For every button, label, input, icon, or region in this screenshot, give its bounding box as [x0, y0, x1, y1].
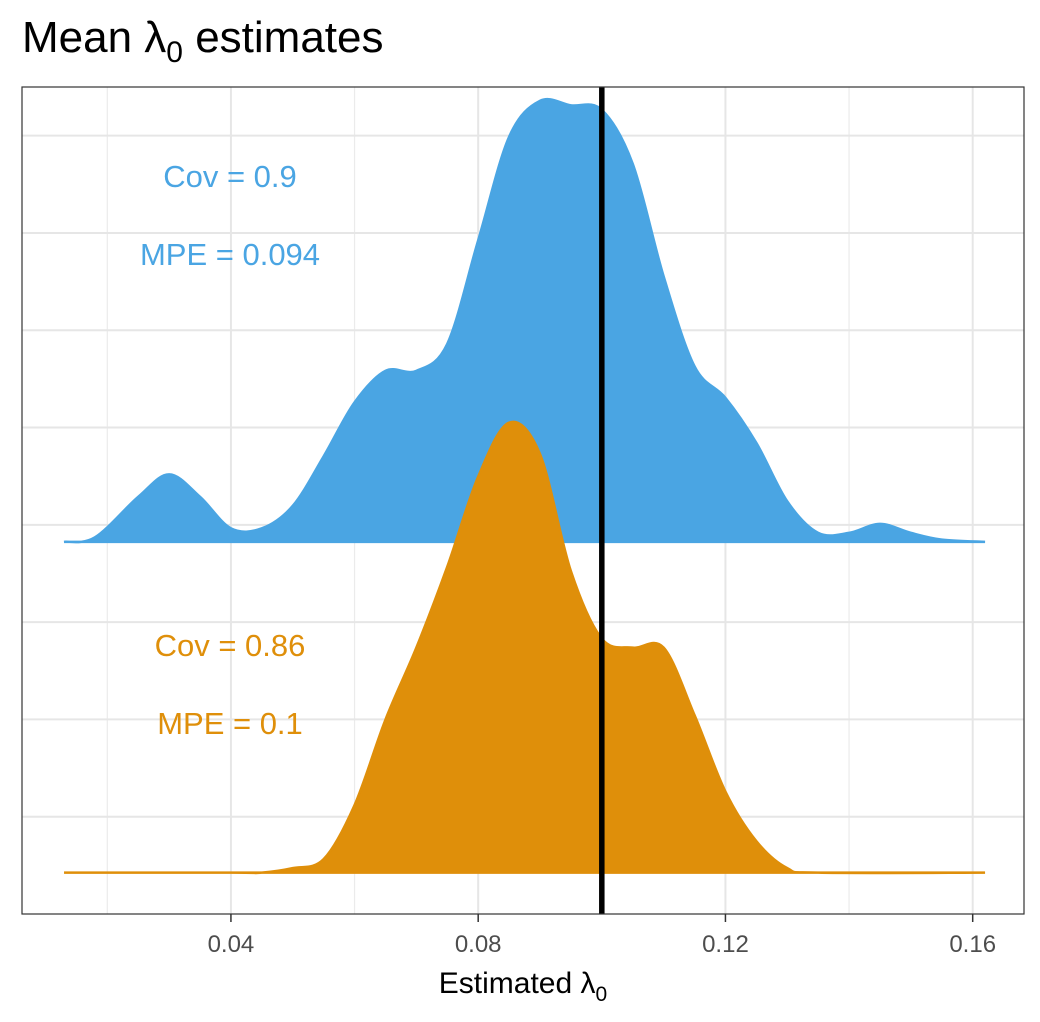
annotation-series-1-cov: Cov = 0.9 — [163, 159, 297, 194]
annotation-series-2-mpe: MPE = 0.1 — [157, 706, 303, 741]
x-tick-label: 0.08 — [455, 931, 502, 958]
annotations: Cov = 0.9 MPE = 0.094 Cov = 0.86 MPE = 0.1 — [140, 159, 320, 741]
annotation-series-1-mpe: MPE = 0.094 — [140, 237, 320, 272]
x-axis-ticks: 0.04 0.08 0.12 0.16 — [208, 914, 996, 958]
annotation-series-2-cov: Cov = 0.86 — [155, 628, 306, 663]
density-area-series-1 — [63, 97, 986, 544]
panel-border — [21, 86, 1025, 915]
x-tick-label: 0.16 — [949, 931, 996, 958]
density-areas — [63, 97, 986, 875]
x-axis-title: Estimated λ0 — [439, 967, 607, 1006]
density-area-series-2 — [64, 420, 986, 875]
chart-title: Mean λ0 estimates — [22, 13, 384, 69]
x-tick-label: 0.12 — [702, 931, 749, 958]
x-tick-label: 0.04 — [208, 931, 255, 958]
